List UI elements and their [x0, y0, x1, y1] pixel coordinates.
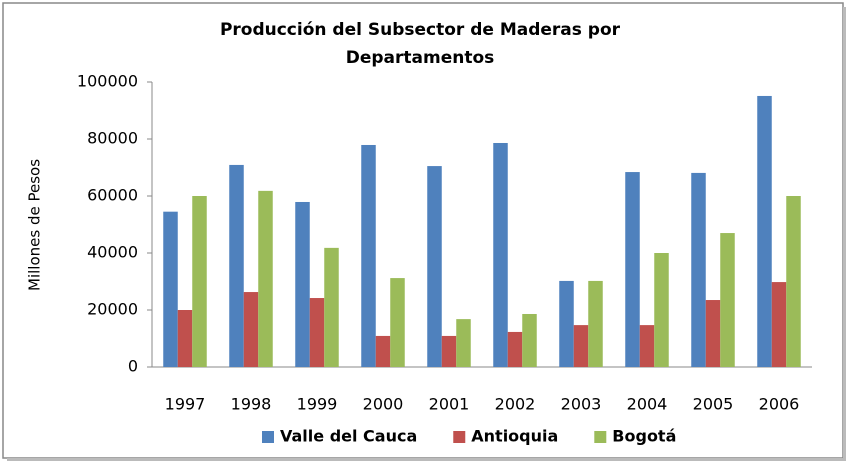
legend-swatch — [453, 431, 466, 443]
bar — [192, 196, 207, 367]
bar — [375, 335, 391, 367]
frame-shadow — [843, 7, 846, 461]
bar — [229, 164, 244, 367]
bar — [493, 142, 508, 367]
legend-label: Bogotá — [612, 427, 676, 446]
bar — [705, 300, 721, 367]
bar — [559, 280, 574, 367]
x-tick-label: 1997 — [165, 395, 206, 414]
x-tick-label: 1998 — [231, 395, 272, 414]
bar — [720, 233, 735, 367]
bar — [522, 313, 537, 367]
y-tick-label: 40000 — [87, 243, 138, 262]
frame-shadow — [7, 458, 846, 461]
bar — [163, 211, 178, 367]
x-tick-label: 2002 — [495, 395, 536, 414]
bar — [441, 335, 457, 367]
bar — [654, 253, 669, 367]
x-tick-label: 2001 — [429, 395, 470, 414]
x-tick-label: 2000 — [363, 395, 404, 414]
y-tick-label: 60000 — [87, 186, 138, 205]
y-axis-label: Millones de Pesos — [26, 159, 44, 291]
x-tick-label: 1999 — [297, 395, 338, 414]
bar — [361, 144, 376, 367]
bar — [639, 325, 655, 367]
bar — [258, 190, 273, 367]
bar — [324, 247, 339, 367]
y-tick-label: 20000 — [87, 300, 138, 319]
bar — [427, 166, 442, 367]
y-tick-label: 0 — [128, 357, 138, 376]
legend-label: Valle del Cauca — [280, 427, 417, 446]
bar — [625, 172, 640, 367]
bar — [507, 331, 523, 367]
x-tick-label: 2005 — [693, 395, 734, 414]
bar — [177, 310, 193, 367]
bar — [309, 298, 325, 367]
chart-title: Producción del Subsector de Maderas por … — [219, 20, 621, 68]
bar — [757, 95, 772, 367]
legend-swatch — [594, 431, 607, 443]
y-tick-label: 100000 — [77, 72, 138, 91]
legend-label: Antioquia — [471, 427, 558, 446]
bar — [295, 201, 310, 367]
legend-swatch — [262, 431, 274, 443]
bar — [456, 319, 471, 367]
bar — [786, 196, 801, 367]
bar — [573, 325, 589, 367]
x-tick-label: 2006 — [759, 395, 800, 414]
bar — [390, 278, 405, 367]
x-tick-label: 2003 — [561, 395, 602, 414]
x-tick-label: 2004 — [627, 395, 668, 414]
bar — [243, 292, 259, 367]
bar — [588, 280, 603, 367]
bar — [691, 172, 706, 367]
bar — [771, 282, 787, 367]
y-tick-label: 80000 — [87, 129, 138, 148]
